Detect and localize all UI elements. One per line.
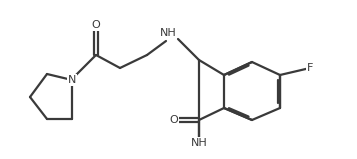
Text: O: O (170, 115, 178, 125)
Text: N: N (68, 75, 76, 85)
Text: NH: NH (160, 28, 176, 38)
Text: O: O (92, 20, 100, 30)
Text: F: F (307, 63, 313, 73)
Text: NH: NH (191, 138, 207, 148)
